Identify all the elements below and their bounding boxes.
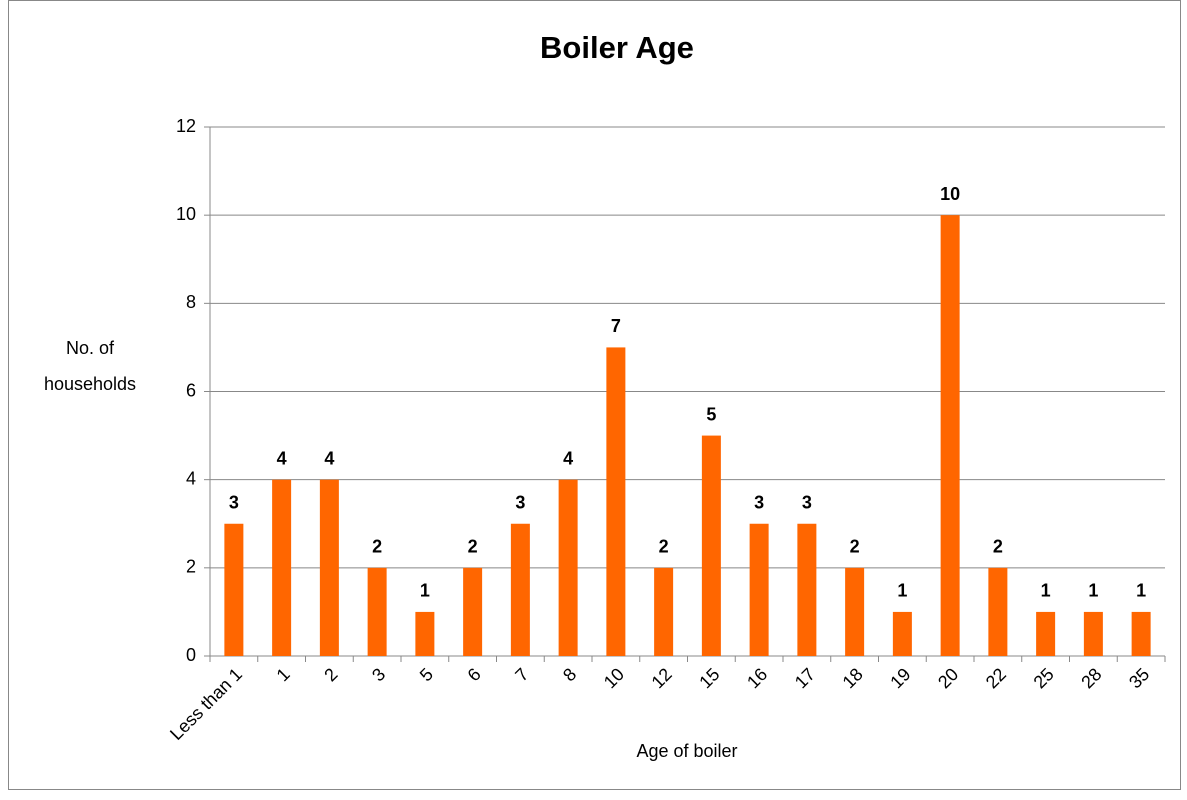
- bar: [558, 479, 578, 656]
- bar: [654, 567, 674, 656]
- bar: [367, 567, 387, 656]
- data-label: 7: [611, 316, 621, 336]
- data-label: 4: [563, 448, 573, 468]
- y-tick-label: 2: [186, 557, 196, 577]
- data-label: 2: [993, 537, 1003, 557]
- data-label: 4: [324, 448, 334, 468]
- data-label: 1: [420, 581, 430, 601]
- bar: [1131, 611, 1151, 656]
- data-label: 2: [659, 537, 669, 557]
- data-label: 4: [277, 448, 287, 468]
- y-tick-label: 8: [186, 292, 196, 312]
- bar: [272, 479, 292, 656]
- bar: [510, 523, 530, 656]
- bar: [606, 347, 626, 656]
- y-tick-label: 6: [186, 380, 196, 400]
- bar: [797, 523, 817, 656]
- chart-frame: [8, 0, 1181, 790]
- bar: [463, 567, 483, 656]
- data-label: 5: [706, 404, 716, 424]
- x-axis-label: Age of boiler: [636, 741, 737, 761]
- data-label: 1: [1041, 581, 1051, 601]
- chart-title: Boiler Age: [540, 30, 694, 65]
- data-label: 2: [468, 537, 478, 557]
- bar: [319, 479, 339, 656]
- bar: [940, 215, 960, 656]
- bar: [988, 567, 1008, 656]
- bar: [415, 611, 435, 656]
- y-tick-label: 12: [176, 116, 196, 136]
- bar: [845, 567, 865, 656]
- bar: [1083, 611, 1103, 656]
- y-tick-label: 10: [176, 204, 196, 224]
- bar: [892, 611, 912, 656]
- data-label: 3: [229, 493, 239, 513]
- y-tick-label: 0: [186, 645, 196, 665]
- y-axis-label: No. of households: [43, 338, 137, 394]
- data-label: 3: [515, 493, 525, 513]
- data-label: 1: [897, 581, 907, 601]
- bar: [224, 523, 244, 656]
- data-label: 1: [1136, 581, 1146, 601]
- data-label: 1: [1088, 581, 1098, 601]
- bar: [701, 435, 721, 656]
- data-label: 3: [802, 493, 812, 513]
- bar: [749, 523, 769, 656]
- data-label: 2: [850, 537, 860, 557]
- data-label: 10: [940, 184, 960, 204]
- data-label: 3: [754, 493, 764, 513]
- y-tick-label: 4: [186, 468, 196, 488]
- bar: [1036, 611, 1056, 656]
- data-label: 2: [372, 537, 382, 557]
